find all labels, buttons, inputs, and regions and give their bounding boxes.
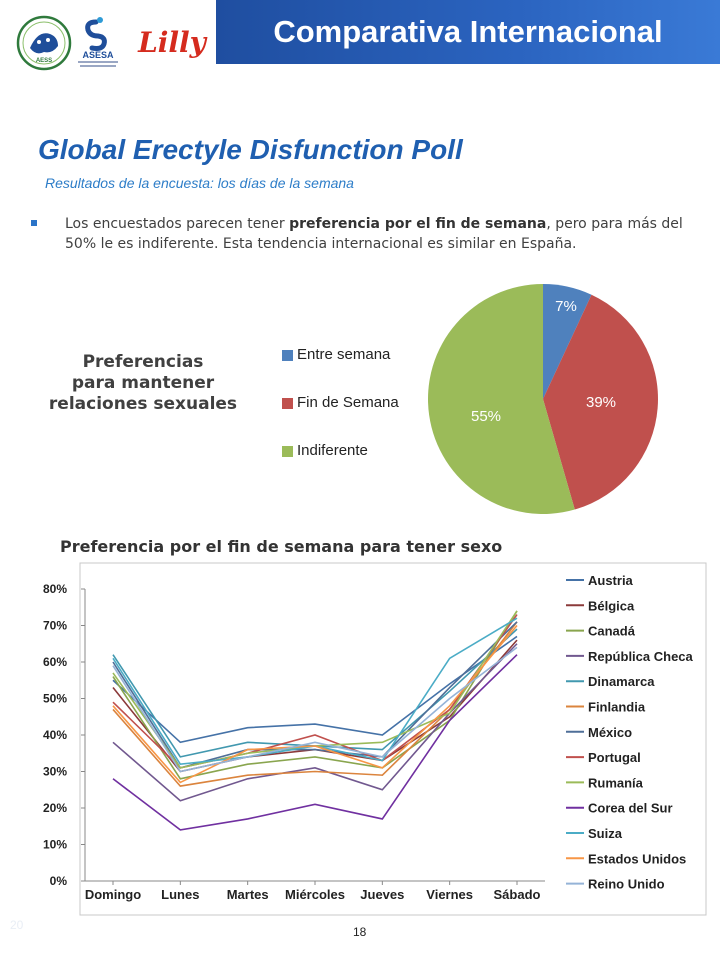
y-tick-label: 20% — [43, 801, 67, 815]
series-line-corea-del-sur — [112, 654, 518, 831]
preference-label-line2: para mantener — [71, 373, 215, 393]
preference-label-line3: relaciones sexuales — [48, 394, 238, 414]
y-tick-label: 40% — [43, 728, 67, 742]
pie-label-indiferente: 55% — [471, 408, 501, 425]
legend-label-dinamarca: Dinamarca — [588, 674, 655, 689]
asesa-logo: ASESA — [78, 17, 118, 67]
aess-logo: AESS — [16, 15, 72, 71]
legend-label-belgica: Bélgica — [588, 598, 635, 613]
pie-slice-entre-semana — [543, 284, 592, 399]
pie-label-entre-semana: 7% — [555, 298, 577, 315]
x-tick-label: Viernes — [426, 887, 473, 902]
preference-label: Preferencias para mantener relaciones se… — [30, 352, 256, 415]
x-tick-label: Miércoles — [285, 887, 345, 902]
header-band — [216, 0, 720, 64]
x-tick-label: Domingo — [85, 887, 141, 902]
legend-label-suiza: Suiza — [588, 826, 623, 841]
subtitle: Resultados de la encuesta: los días de l… — [45, 175, 354, 191]
series-line-estados-unidos — [112, 624, 518, 784]
legend-label-reino-unido: Reino Unido — [588, 877, 665, 892]
asesa-logo-text: ASESA — [82, 50, 114, 60]
y-tick-label: 60% — [43, 655, 67, 669]
pie-chart: 7% 39% 55% — [428, 284, 658, 514]
series-line-austria — [112, 635, 518, 744]
legend-label-finlandia: Finlandia — [588, 700, 646, 715]
pie-legend-label: Indiferente — [297, 442, 368, 459]
bullet-text: Los encuestados parecen tener preferenci… — [65, 214, 685, 254]
aess-logo-text: AESS — [36, 58, 52, 64]
y-tick-label: 50% — [43, 692, 67, 706]
legend-label-austria: Austria — [588, 573, 634, 588]
pie-slice-indiferente — [428, 284, 575, 514]
y-tick-label: 70% — [43, 619, 67, 633]
legend-label-republica-checa: República Checa — [588, 649, 694, 664]
x-tick-label: Lunes — [161, 887, 199, 902]
bullet-marker — [31, 220, 37, 226]
bullet-text-bold: preferencia por el fin de semana — [289, 216, 547, 232]
pie-legend-label: Entre semana — [297, 346, 391, 363]
y-tick-label: 10% — [43, 838, 67, 852]
y-tick-label: 80% — [43, 582, 67, 596]
pie-legend-label: Fin de Semana — [297, 394, 399, 411]
legend-label-rumania: Rumanía — [588, 775, 644, 790]
series-line-republica-checa — [112, 643, 518, 802]
pie-legend-swatch — [282, 398, 293, 409]
pie-slice-fin-de-semana — [543, 294, 658, 510]
legend-label-canada: Canadá — [588, 624, 636, 639]
pie-legend-swatch — [282, 350, 293, 361]
legend-label-portugal: Portugal — [588, 750, 641, 765]
logo-area: AESS ASESA Lilly — [16, 15, 208, 71]
x-tick-label: Jueves — [360, 887, 404, 902]
series-line-portugal — [112, 614, 518, 769]
corner-number: 20 — [10, 918, 24, 932]
page-number: 18 — [353, 925, 367, 939]
line-chart-title: Preferencia por el fin de semana para te… — [60, 537, 503, 556]
page-header-title: Comparativa Internacional — [273, 14, 663, 49]
pie-label-fin-de-semana: 39% — [586, 394, 616, 411]
bullet-text-part1: Los encuestados parecen tener — [65, 216, 290, 232]
y-tick-label: 30% — [43, 765, 67, 779]
series-line-rumania — [112, 610, 518, 769]
bullet-text-part2: , pero para más del 50% le es indiferent… — [65, 216, 683, 252]
line-chart-frame — [79, 562, 707, 916]
line-chart: 0% 10% 20% 30% 40% 50% 60% 70% 80% Domingo Lunes Ma… — [43, 562, 707, 916]
legend-label-estados-unidos: Estados Unidos — [588, 851, 686, 866]
y-tick-label: 0% — [50, 874, 68, 888]
legend-label-corea-del-sur: Corea del Sur — [588, 801, 673, 816]
preference-label-line1: Preferencias — [82, 352, 204, 372]
series-line-reino-unido — [112, 646, 518, 773]
x-tick-label: Martes — [227, 887, 269, 902]
lilly-logo: Lilly — [137, 26, 208, 59]
main-title: Global Erectyle Disfunction Poll — [38, 134, 463, 165]
x-tick-label: Sábado — [494, 887, 541, 902]
legend-label-mexico: México — [588, 725, 632, 740]
pie-legend-swatch — [282, 446, 293, 457]
